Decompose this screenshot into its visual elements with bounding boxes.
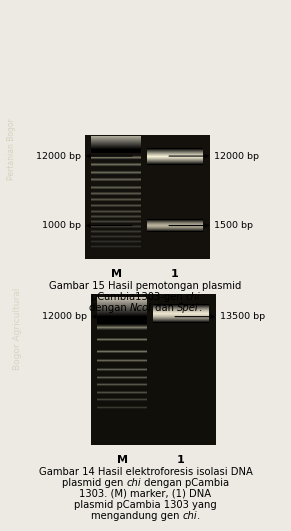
Text: .: .	[197, 511, 200, 521]
Text: 1500 bp: 1500 bp	[214, 221, 253, 230]
Text: chi: chi	[126, 478, 141, 488]
Text: .: .	[199, 303, 202, 313]
Text: dengan: dengan	[89, 303, 130, 313]
Text: 1: 1	[171, 269, 179, 279]
Text: Pertanian Bogor: Pertanian Bogor	[8, 118, 17, 179]
Text: 12000 bp: 12000 bp	[42, 312, 87, 321]
Text: 1000 bp: 1000 bp	[42, 221, 81, 230]
Text: chi: chi	[182, 511, 197, 521]
Text: 12000 bp: 12000 bp	[214, 151, 259, 160]
Text: dengan pCambia: dengan pCambia	[141, 478, 229, 488]
Text: SpeI: SpeI	[177, 303, 199, 313]
Text: Gambar 15 Hasil pemotongan plasmid: Gambar 15 Hasil pemotongan plasmid	[49, 281, 242, 291]
Text: dan: dan	[152, 303, 177, 313]
Text: plasmid gen: plasmid gen	[62, 478, 126, 488]
Text: plasmid pCambia 1303 yang: plasmid pCambia 1303 yang	[74, 500, 217, 510]
Text: chi: chi	[186, 292, 200, 302]
Text: mengandung gen: mengandung gen	[91, 511, 182, 521]
Text: M: M	[111, 269, 122, 279]
Text: Gambar 14 Hasil elektroforesis isolasi DNA: Gambar 14 Hasil elektroforesis isolasi D…	[39, 467, 252, 477]
Text: 12000 bp: 12000 bp	[36, 151, 81, 160]
Text: M: M	[117, 455, 128, 465]
Text: NcoI: NcoI	[130, 303, 152, 313]
Text: Bogor Agricultural: Bogor Agricultural	[13, 288, 22, 371]
Text: 1: 1	[177, 455, 185, 465]
Text: 13500 bp: 13500 bp	[220, 312, 265, 321]
Text: pCambia1303-gen: pCambia1303-gen	[91, 292, 186, 302]
Text: 1303. (M) marker, (1) DNA: 1303. (M) marker, (1) DNA	[79, 489, 212, 499]
